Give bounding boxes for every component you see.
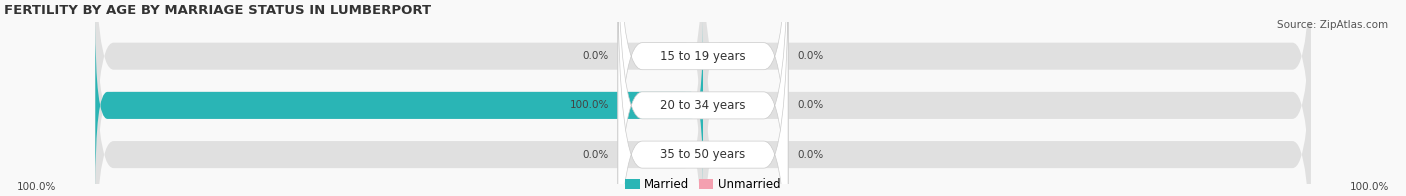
Text: 0.0%: 0.0% [797, 100, 824, 110]
Text: 35 to 50 years: 35 to 50 years [661, 148, 745, 161]
Text: 0.0%: 0.0% [797, 150, 824, 160]
Text: 100.0%: 100.0% [569, 100, 609, 110]
Text: 20 to 34 years: 20 to 34 years [661, 99, 745, 112]
FancyBboxPatch shape [703, 0, 1310, 190]
Text: 0.0%: 0.0% [797, 51, 824, 61]
FancyBboxPatch shape [96, 21, 703, 190]
FancyBboxPatch shape [703, 0, 1310, 196]
FancyBboxPatch shape [96, 0, 703, 190]
Legend: Married, Unmarried: Married, Unmarried [626, 178, 780, 191]
Text: 0.0%: 0.0% [582, 51, 609, 61]
FancyBboxPatch shape [617, 0, 789, 196]
FancyBboxPatch shape [96, 21, 703, 196]
FancyBboxPatch shape [617, 0, 789, 196]
Text: 100.0%: 100.0% [17, 182, 56, 192]
FancyBboxPatch shape [96, 0, 703, 196]
Text: FERTILITY BY AGE BY MARRIAGE STATUS IN LUMBERPORT: FERTILITY BY AGE BY MARRIAGE STATUS IN L… [4, 4, 432, 17]
Text: 15 to 19 years: 15 to 19 years [661, 50, 745, 63]
Text: 100.0%: 100.0% [1350, 182, 1389, 192]
FancyBboxPatch shape [703, 21, 1310, 196]
FancyBboxPatch shape [617, 0, 789, 196]
Text: 0.0%: 0.0% [582, 150, 609, 160]
Text: Source: ZipAtlas.com: Source: ZipAtlas.com [1277, 20, 1388, 30]
